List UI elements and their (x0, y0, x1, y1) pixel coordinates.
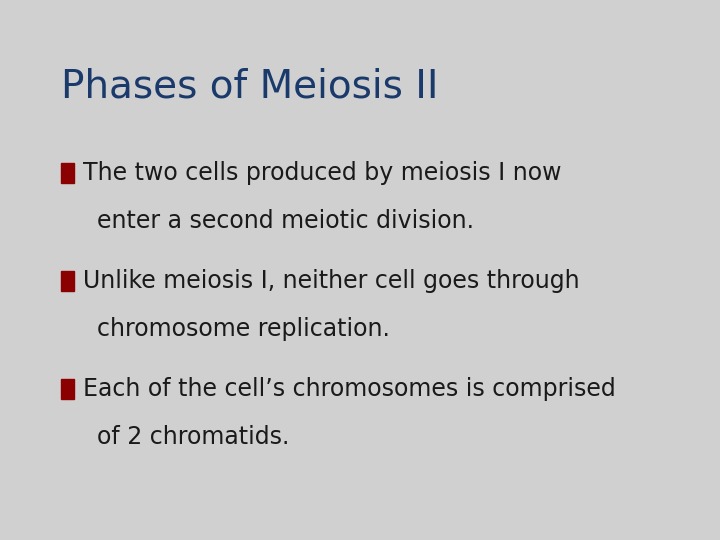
Text: Each of the cell’s chromosomes is comprised: Each of the cell’s chromosomes is compri… (83, 377, 616, 401)
Text: chromosome replication.: chromosome replication. (97, 318, 390, 341)
Bar (61, 271, 74, 291)
Bar (61, 379, 74, 399)
Bar (61, 163, 74, 183)
Text: Phases of Meiosis II: Phases of Meiosis II (61, 68, 438, 105)
Text: enter a second meiotic division.: enter a second meiotic division. (97, 210, 474, 233)
Text: The two cells produced by meiosis I now: The two cells produced by meiosis I now (83, 161, 562, 185)
Text: of 2 chromatids.: of 2 chromatids. (97, 426, 289, 449)
Text: Unlike meiosis I, neither cell goes through: Unlike meiosis I, neither cell goes thro… (83, 269, 580, 293)
